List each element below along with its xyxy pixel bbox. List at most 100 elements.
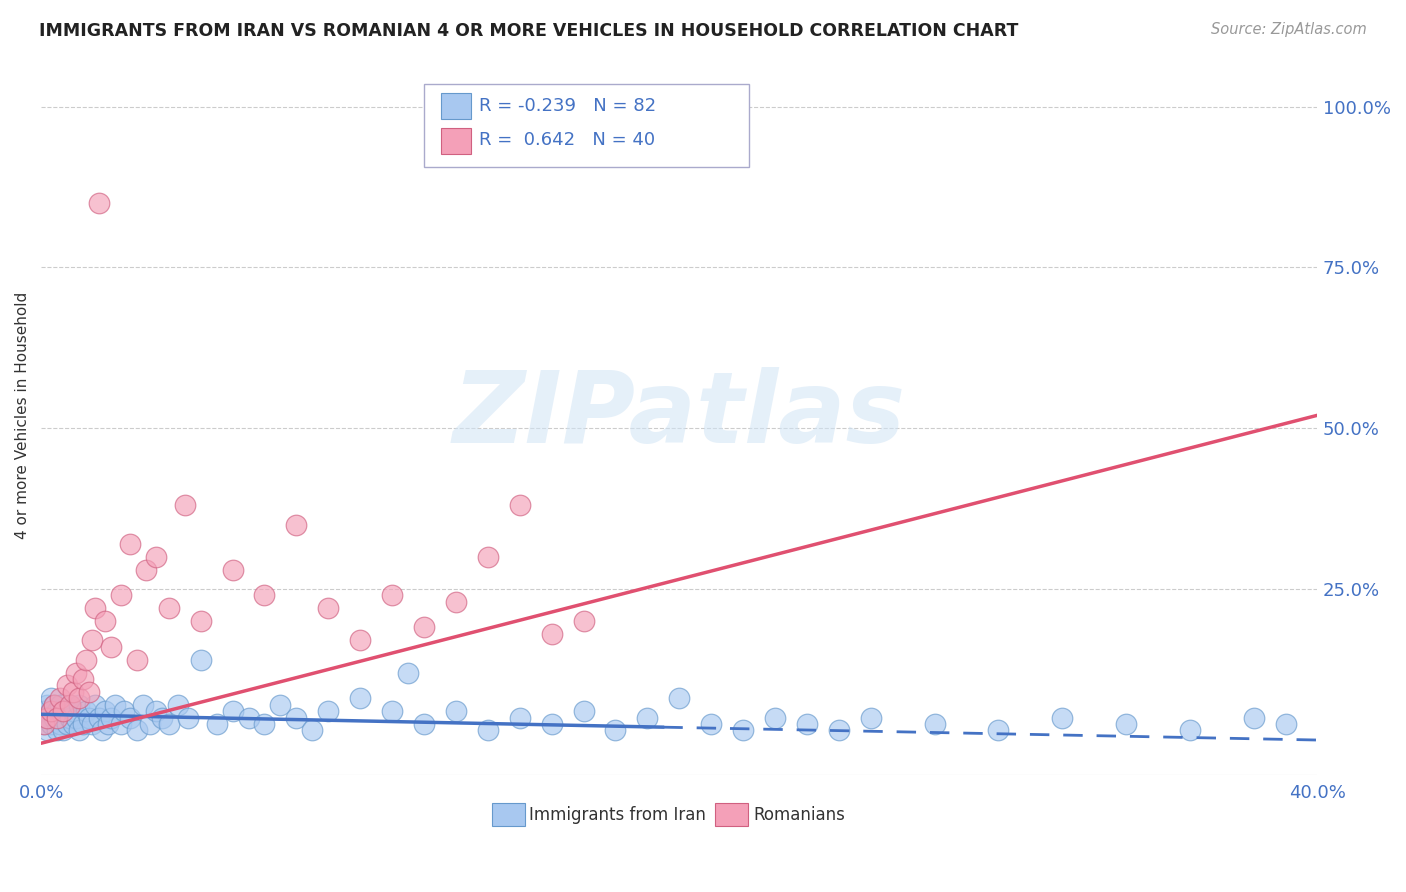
Point [39,717,62,731]
Point [132,698,155,712]
Point [700,717,723,731]
Point [34,717,56,731]
Point [316,601,339,615]
Point [97,717,120,731]
Point [177,710,200,724]
FancyBboxPatch shape [440,128,471,153]
Point [1178,723,1201,738]
Point [110,588,132,602]
Point [65,665,87,680]
Y-axis label: 4 or more Vehicles in Household: 4 or more Vehicles in Household [15,292,30,539]
Point [828,723,851,738]
Point [1243,710,1265,724]
Point [77,685,100,699]
Point [90,723,112,738]
Point [55,704,77,718]
Point [100,640,122,654]
Point [173,498,195,512]
Text: IMMIGRANTS FROM IRAN VS ROMANIAN 4 OR MORE VEHICLES IN HOUSEHOLD CORRELATION CHA: IMMIGRANTS FROM IRAN VS ROMANIAN 4 OR MO… [39,22,1019,40]
Point [150,710,173,724]
Text: Romanians: Romanians [754,806,845,824]
Text: ZIPatlas: ZIPatlas [453,367,905,464]
Point [301,723,323,738]
Point [67,698,90,712]
FancyBboxPatch shape [425,84,749,167]
Point [55,678,77,692]
Point [349,691,371,706]
Point [42,698,65,712]
Point [112,704,135,718]
Point [52,704,75,718]
Point [110,717,132,731]
Point [477,549,499,564]
Point [87,196,110,211]
Point [52,723,75,738]
Point [253,717,276,731]
Point [413,620,436,634]
FancyBboxPatch shape [440,94,471,120]
Point [859,710,882,724]
Point [37,710,59,724]
Point [733,723,755,738]
Point [190,614,212,628]
Point [509,498,531,512]
Point [87,710,110,724]
Text: R =  0.642   N = 40: R = 0.642 N = 40 [479,131,655,149]
Point [605,723,627,738]
Point [39,704,62,718]
Point [157,601,180,615]
Point [221,704,243,718]
Point [444,595,467,609]
Point [540,717,562,731]
Point [381,704,404,718]
Point [125,723,148,738]
Point [572,614,595,628]
Point [46,704,69,718]
Point [190,653,212,667]
Point [636,710,658,724]
Point [253,588,276,602]
Point [316,704,339,718]
Point [509,710,531,724]
Point [37,710,59,724]
Point [46,710,69,724]
Text: Immigrants from Iran: Immigrants from Iran [529,806,706,824]
Point [444,704,467,718]
Point [349,633,371,648]
Point [1115,717,1137,731]
Point [285,517,308,532]
Point [157,717,180,731]
Text: R = -0.239   N = 82: R = -0.239 N = 82 [479,96,657,114]
Point [59,698,82,712]
Point [94,614,117,628]
Point [84,601,107,615]
FancyBboxPatch shape [716,803,748,826]
Point [924,717,946,731]
Point [120,537,142,551]
Point [668,691,690,706]
Point [62,704,84,718]
Point [987,723,1010,738]
Point [125,653,148,667]
Point [46,710,69,724]
Point [145,549,167,564]
Point [77,710,100,724]
Point [65,710,87,724]
Point [540,627,562,641]
Point [42,710,65,724]
Point [763,710,786,724]
Point [62,685,84,699]
Point [103,698,125,712]
Point [49,717,72,731]
Point [269,698,291,712]
Point [59,710,82,724]
Point [796,717,818,731]
Point [138,717,160,731]
Point [1050,710,1073,724]
Point [120,710,142,724]
Point [205,717,228,731]
Point [100,710,122,724]
Point [46,723,69,738]
Point [42,698,65,712]
Point [49,698,72,712]
